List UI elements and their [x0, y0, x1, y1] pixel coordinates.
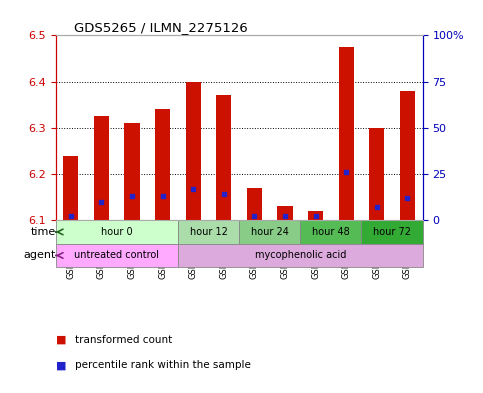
Bar [239, 220, 300, 244]
Text: hour 24: hour 24 [251, 227, 289, 237]
Bar [369, 128, 384, 220]
Text: hour 12: hour 12 [189, 227, 227, 237]
Text: time: time [31, 227, 56, 237]
Text: percentile rank within the sample: percentile rank within the sample [75, 360, 251, 371]
Bar [247, 188, 262, 220]
Bar [300, 220, 361, 244]
Bar [185, 82, 201, 220]
Text: hour 72: hour 72 [373, 227, 411, 237]
Bar [216, 95, 231, 220]
Text: hour 48: hour 48 [312, 227, 350, 237]
Bar [277, 206, 293, 220]
Text: ■: ■ [56, 335, 66, 345]
Text: mycophenolic acid: mycophenolic acid [255, 250, 346, 261]
Bar [63, 156, 78, 220]
Bar [308, 211, 323, 220]
Text: transformed count: transformed count [75, 335, 172, 345]
Bar [94, 116, 109, 220]
Text: hour 0: hour 0 [101, 227, 132, 237]
Text: GDS5265 / ILMN_2275126: GDS5265 / ILMN_2275126 [74, 21, 248, 34]
Bar [361, 220, 423, 244]
Bar [178, 244, 423, 267]
Bar [56, 244, 178, 267]
Text: ■: ■ [56, 360, 66, 371]
Bar [125, 123, 140, 220]
Bar [400, 91, 415, 220]
Text: agent: agent [24, 250, 56, 261]
Bar [178, 220, 239, 244]
Text: untreated control: untreated control [74, 250, 159, 261]
Bar [155, 109, 170, 220]
Bar [339, 47, 354, 220]
Bar [56, 220, 178, 244]
